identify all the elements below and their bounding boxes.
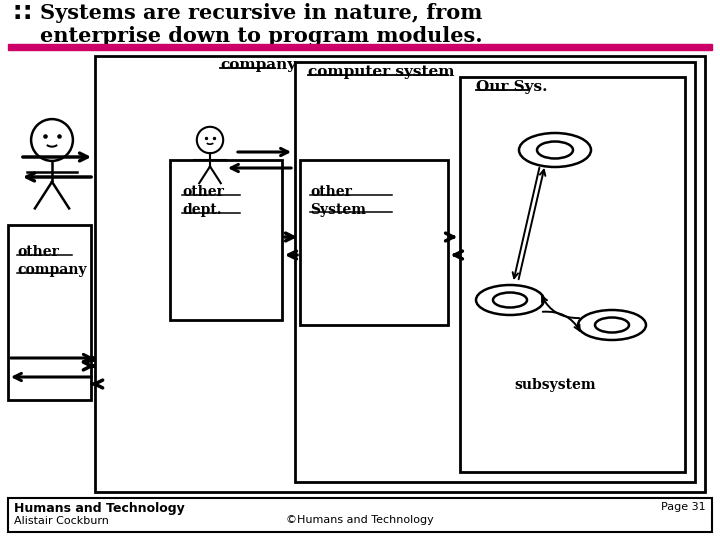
Bar [8,498,712,532]
Text: Systems are recursive in nature, from: Systems are recursive in nature, from [40,3,482,23]
Text: company: company [220,58,296,72]
Bar [95,56,705,492]
Text: other
dept.: other dept. [182,185,224,218]
Bar [170,160,282,320]
Text: other
company: other company [17,245,86,278]
Text: enterprise down to program modules.: enterprise down to program modules. [40,26,482,46]
Text: ∷: ∷ [14,2,32,26]
Text: subsystem: subsystem [514,378,596,392]
Text: Alistair Cockburn: Alistair Cockburn [14,516,109,526]
Text: computer system: computer system [308,65,454,79]
Text: other
System: other System [310,185,366,218]
Text: Our Sys.: Our Sys. [476,80,547,94]
Text: Page 31: Page 31 [662,502,706,512]
Bar [300,160,448,325]
Text: Humans and Technology: Humans and Technology [14,502,185,515]
Bar [8,44,712,50]
Bar [460,77,685,472]
Text: ©Humans and Technology: ©Humans and Technology [286,515,434,525]
Bar [8,225,91,400]
Bar [295,62,695,482]
